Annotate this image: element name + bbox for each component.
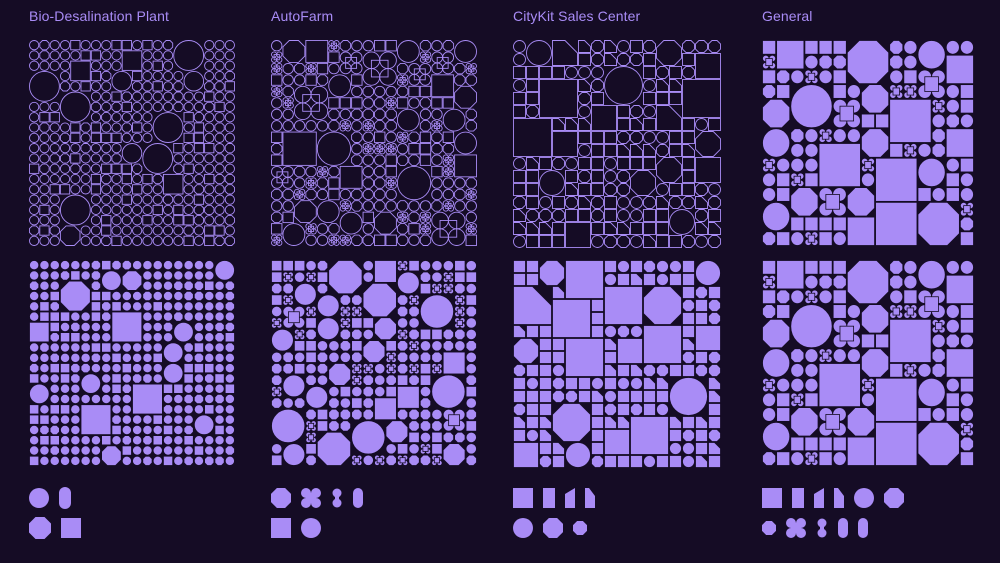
legend-row — [762, 516, 878, 540]
cross-shape-icon — [301, 488, 321, 508]
octagon-shape-icon — [271, 488, 291, 508]
half-square-shape-icon — [792, 488, 804, 508]
legend-row — [29, 516, 91, 540]
slant-left-shape-icon — [565, 488, 575, 508]
half-square-shape-icon — [543, 488, 555, 508]
pill-shape-icon — [838, 518, 848, 538]
legend-row — [271, 516, 331, 540]
legend-row — [762, 486, 914, 510]
legend-row — [513, 486, 605, 510]
slant-left-shape-icon — [814, 488, 824, 508]
panel-bio-desalination: Bio-Desalination Plant — [29, 0, 239, 563]
shape-legend — [29, 486, 244, 546]
panel-general: General — [762, 0, 974, 563]
cross-shape-icon — [786, 518, 806, 538]
octagon-shape-icon — [884, 488, 904, 508]
outline-pattern-grid — [762, 40, 974, 246]
filled-pattern-grid — [29, 260, 235, 466]
square-shape-icon — [271, 518, 291, 538]
legend-row — [29, 486, 81, 510]
square-shape-icon — [762, 488, 782, 508]
outline-pattern-grid — [29, 40, 235, 246]
shape-legend — [762, 486, 987, 546]
pill-shape-icon — [353, 488, 363, 508]
outline-pattern-grid — [271, 40, 477, 246]
legend-row — [271, 486, 373, 510]
circle-shape-icon — [301, 518, 321, 538]
slant-right-shape-icon — [834, 488, 844, 508]
octagon-small-shape-icon — [762, 521, 776, 535]
square-shape-icon — [61, 518, 81, 538]
octagon-small-shape-icon — [573, 521, 587, 535]
circle-shape-icon — [854, 488, 874, 508]
panel-title: CityKit Sales Center — [513, 8, 641, 24]
filled-pattern-grid — [513, 260, 721, 468]
octagon-shape-icon — [29, 517, 51, 539]
filled-pattern-grid — [762, 260, 974, 466]
octagon-shape-icon — [543, 518, 563, 538]
legend-row — [513, 516, 597, 540]
shape-legend — [513, 486, 728, 546]
panel-title: AutoFarm — [271, 8, 334, 24]
filled-pattern-grid — [271, 260, 477, 466]
panel-autofarm: AutoFarm — [271, 0, 481, 563]
double-dot-shape-icon — [817, 518, 827, 538]
slant-right-shape-icon — [585, 488, 595, 508]
panel-title: General — [762, 8, 813, 24]
pill-wide-shape-icon — [858, 518, 868, 538]
outline-pattern-grid — [513, 40, 721, 248]
circle-shape-icon — [29, 488, 49, 508]
panel-title: Bio-Desalination Plant — [29, 8, 169, 24]
double-dot-shape-icon — [332, 488, 342, 508]
shape-legend — [271, 486, 486, 546]
square-shape-icon — [513, 488, 533, 508]
pill-shape-icon — [59, 487, 71, 509]
panel-citykit-sales-center: CityKit Sales Center — [513, 0, 723, 563]
circle-shape-icon — [513, 518, 533, 538]
